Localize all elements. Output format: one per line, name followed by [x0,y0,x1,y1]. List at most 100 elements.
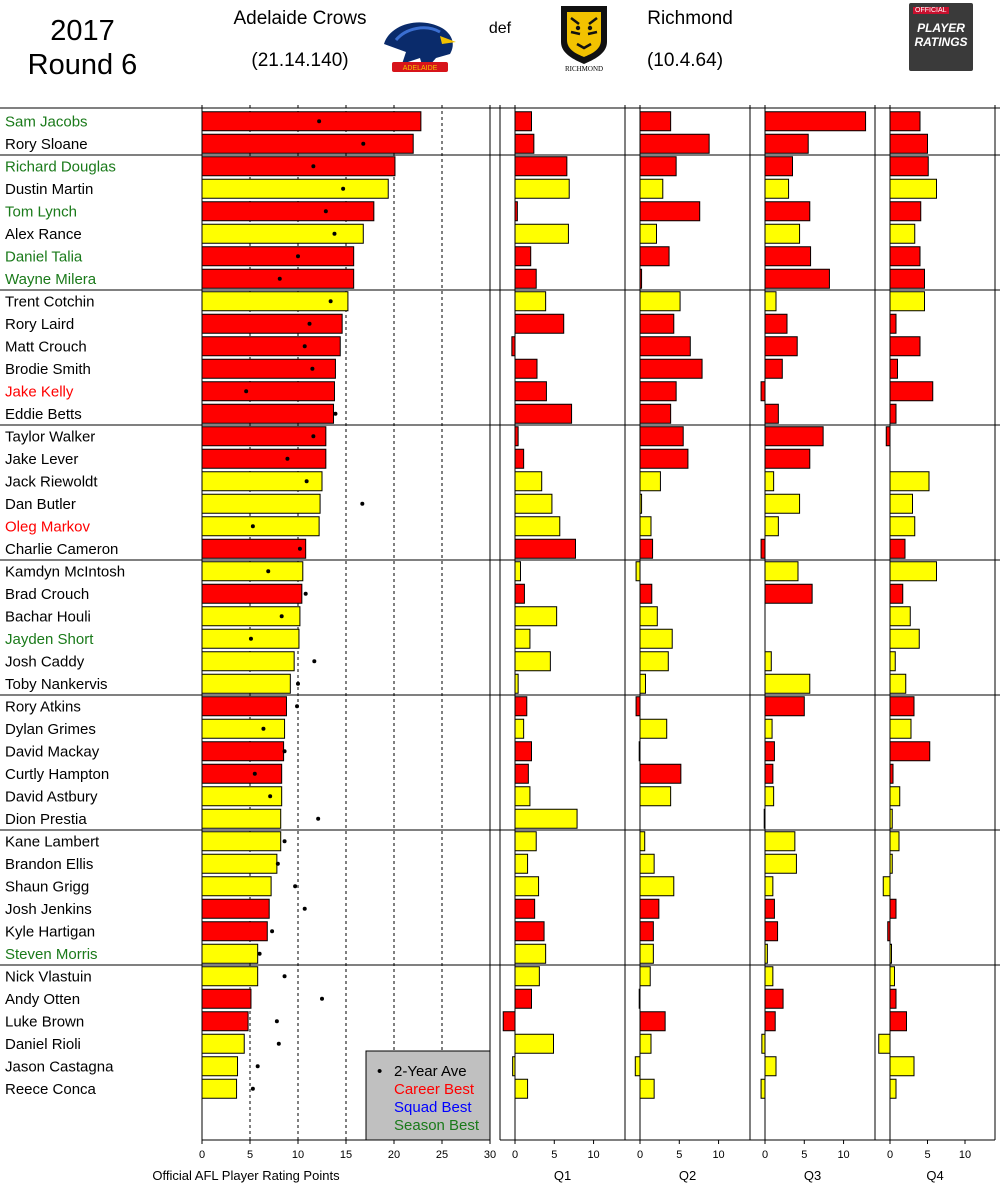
quarter-bar [639,156,677,177]
two-year-average-marker [277,276,282,281]
quarter-bar [889,471,930,492]
total-bar [201,966,259,987]
result-word: def [488,20,512,37]
quarter-bar [764,898,775,919]
total-bar [201,1011,249,1032]
two-year-average-marker [317,119,322,124]
total-bar [201,448,327,469]
quarter-bar [639,178,664,199]
total-bar [201,651,295,672]
quarter-bar [639,336,691,357]
player-name: Daniel Talia [5,248,83,265]
away-team-name: Richmond [647,8,733,29]
quarter-tick-label: 10 [959,1149,971,1161]
quarter-bar [889,853,893,874]
quarter-bar [889,381,934,402]
quarter-bar [763,808,766,829]
quarter-bar [639,223,657,244]
quarter-bar [639,133,710,154]
main-x-label: Official AFL Player Rating Points [152,1168,340,1183]
total-bar [201,516,320,537]
quarter-bar [514,133,535,154]
total-bar [201,583,303,604]
quarter-bar [889,763,894,784]
player-name: Dion Prestia [5,811,87,828]
total-bar [201,561,304,582]
player-name: Taylor Walker [5,428,95,445]
total-bar [201,988,252,1009]
two-year-average-marker [285,456,290,461]
player-name: Curtly Hampton [5,766,109,783]
player-name: Rory Laird [5,316,74,333]
quarter-bars [502,111,937,1099]
quarter-bar [639,313,675,334]
away-team-score: (10.4.64) [646,50,724,71]
total-bar [201,673,291,694]
quarter-bar [514,538,576,559]
legend-item: Squad Best [394,1099,472,1116]
quarter-bar [889,268,925,289]
quarter-bar [760,538,766,559]
badge-title: PLAYER RATINGS [909,21,973,49]
quarter-bar [638,741,641,762]
quarter-bar [514,471,543,492]
quarter-bar [639,246,670,267]
quarter-tick-label: 5 [676,1149,682,1161]
player-name: Luke Brown [5,1013,84,1030]
quarter-bar [889,786,901,807]
quarter-bar [764,201,811,222]
quarter-bar [889,651,896,672]
total-bar [201,606,301,627]
quarter-bar [764,493,801,514]
quarter-bar [764,853,797,874]
quarter-bar [889,201,922,222]
quarter-bar [639,786,672,807]
quarter-bar [514,426,519,447]
quarter-bar [514,831,537,852]
total-bar [201,156,396,177]
total-bar [201,1033,245,1054]
quarter-bar [514,493,553,514]
quarter-bar [634,1056,641,1077]
two-year-average-marker [304,479,309,484]
two-year-average-marker [295,704,300,709]
quarter-tick-label: 0 [637,1149,643,1161]
quarter-bar [764,178,790,199]
total-bar [201,246,355,267]
total-bar [201,943,259,964]
two-year-average-marker [275,861,280,866]
two-year-average-marker [316,816,321,821]
quarter-bar [514,583,525,604]
two-year-average-marker [307,321,312,326]
quarter-bar [889,988,897,1009]
two-year-average-marker [282,749,287,754]
player-name: Toby Nankervis [5,676,108,693]
quarter-bar [764,831,796,852]
quarter-bar [514,1033,554,1054]
two-year-average-marker [297,546,302,551]
player-name: Richard Douglas [5,158,116,175]
total-bar [201,291,349,312]
two-year-average-marker [320,996,324,1001]
quarter-bar [764,133,809,154]
quarter-bar [639,583,653,604]
quarter-bar [889,606,911,627]
two-year-average-marker [250,524,255,529]
quarter-bar [635,561,641,582]
player-name: David Mackay [5,743,100,760]
quarter-bar [514,291,547,312]
logo2-text: RICHMOND [565,65,603,73]
quarter-label: Q2 [679,1168,696,1183]
quarter-tick-label: 10 [587,1149,599,1161]
player-name: Nick Vlastuin [5,968,92,985]
total-bar [201,133,414,154]
player-name: Kane Lambert [5,833,100,850]
total-bar [201,358,336,379]
player-name: Andy Otten [5,991,80,1008]
quarter-bar [889,403,897,424]
quarter-bar [764,583,813,604]
quarter-tick-label: 10 [837,1149,849,1161]
quarter-bar [764,921,779,942]
quarter-bar [514,628,531,649]
player-name: Charlie Cameron [5,541,118,558]
